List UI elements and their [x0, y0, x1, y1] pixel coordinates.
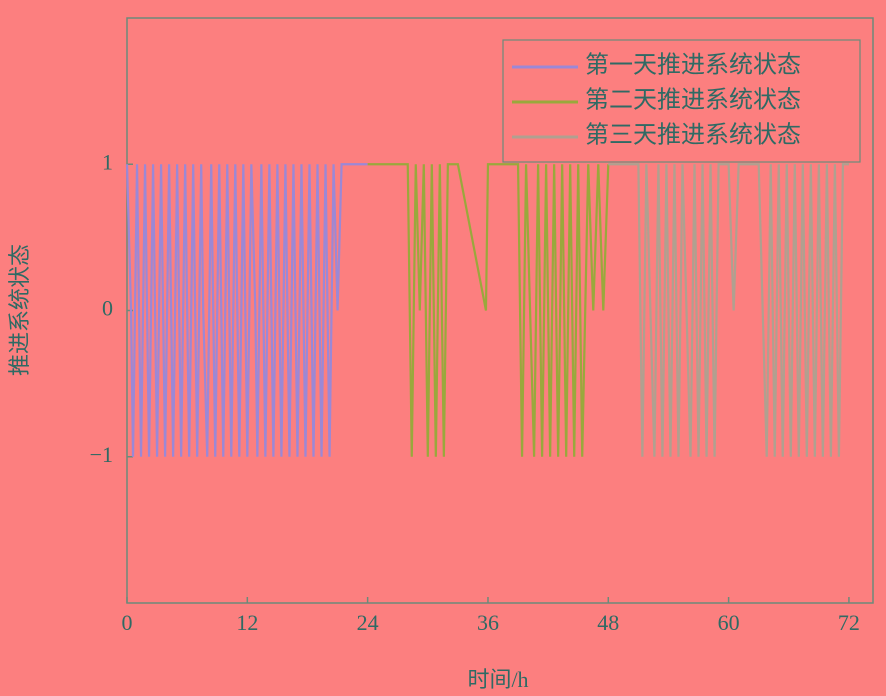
- legend-label: 第二天推进系统状态: [585, 87, 801, 114]
- x-tick-label: 36: [477, 610, 499, 635]
- x-tick-label: 12: [236, 610, 258, 635]
- series-line: [367, 163, 610, 457]
- x-tick-label: 48: [597, 610, 619, 635]
- legend-label: 第三天推进系统状态: [585, 122, 801, 149]
- series-line: [125, 163, 368, 457]
- x-tick-label: 0: [122, 610, 133, 635]
- legend-label: 第一天推进系统状态: [585, 52, 801, 79]
- x-tick-label: 60: [718, 610, 740, 635]
- y-axis-label: 推进系统状态: [7, 244, 32, 376]
- x-tick-label: 72: [838, 610, 860, 635]
- x-tick-label: 24: [357, 610, 379, 635]
- y-tick-label: 1: [102, 149, 113, 174]
- x-axis-label: 时间/h: [467, 667, 528, 692]
- series-line: [608, 163, 849, 457]
- y-tick-label: −1: [90, 442, 113, 467]
- y-tick-label: 0: [102, 296, 113, 321]
